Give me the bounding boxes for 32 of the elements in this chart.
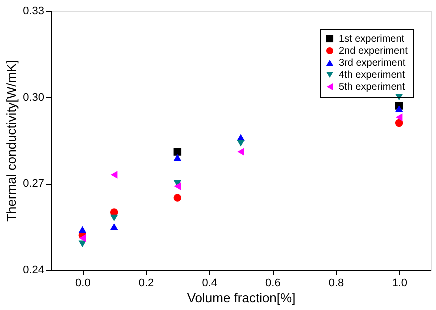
legend-label: 5th experiment xyxy=(339,82,406,93)
point xyxy=(238,148,244,156)
point xyxy=(237,140,245,147)
point xyxy=(110,214,118,222)
legend-label: 4th experiment xyxy=(339,70,406,81)
x-tick-label: 0.4 xyxy=(202,278,218,290)
y-tick-label: 0.33 xyxy=(23,6,44,18)
point xyxy=(174,182,182,190)
legend-label: 1st experiment xyxy=(339,34,405,45)
x-tick-label: 1.0 xyxy=(392,278,408,290)
point xyxy=(174,148,182,156)
x-tick-label: 0.8 xyxy=(328,278,344,290)
point xyxy=(395,119,404,128)
x-tick-label: 0.2 xyxy=(138,278,154,290)
x-tick-label: 0.6 xyxy=(266,278,281,290)
legend-label: 2nd experiment xyxy=(339,46,408,57)
point xyxy=(78,226,87,234)
y-tick-label: 0.27 xyxy=(23,178,44,190)
x-axis-title: Volume fraction[%] xyxy=(187,290,296,306)
point xyxy=(174,194,182,202)
point xyxy=(79,234,86,242)
point xyxy=(110,223,118,230)
y-axis-title: Thermal conductivity[W/mK] xyxy=(4,60,20,222)
x-tick-label: 0.0 xyxy=(76,278,91,290)
point xyxy=(110,171,118,179)
point xyxy=(174,154,182,162)
point xyxy=(396,114,403,122)
y-tick-label: 0.30 xyxy=(23,92,44,104)
legend-label: 3rd experiment xyxy=(339,58,406,69)
point xyxy=(395,105,404,112)
y-tick-label: 0.24 xyxy=(23,264,44,276)
point xyxy=(78,240,87,248)
